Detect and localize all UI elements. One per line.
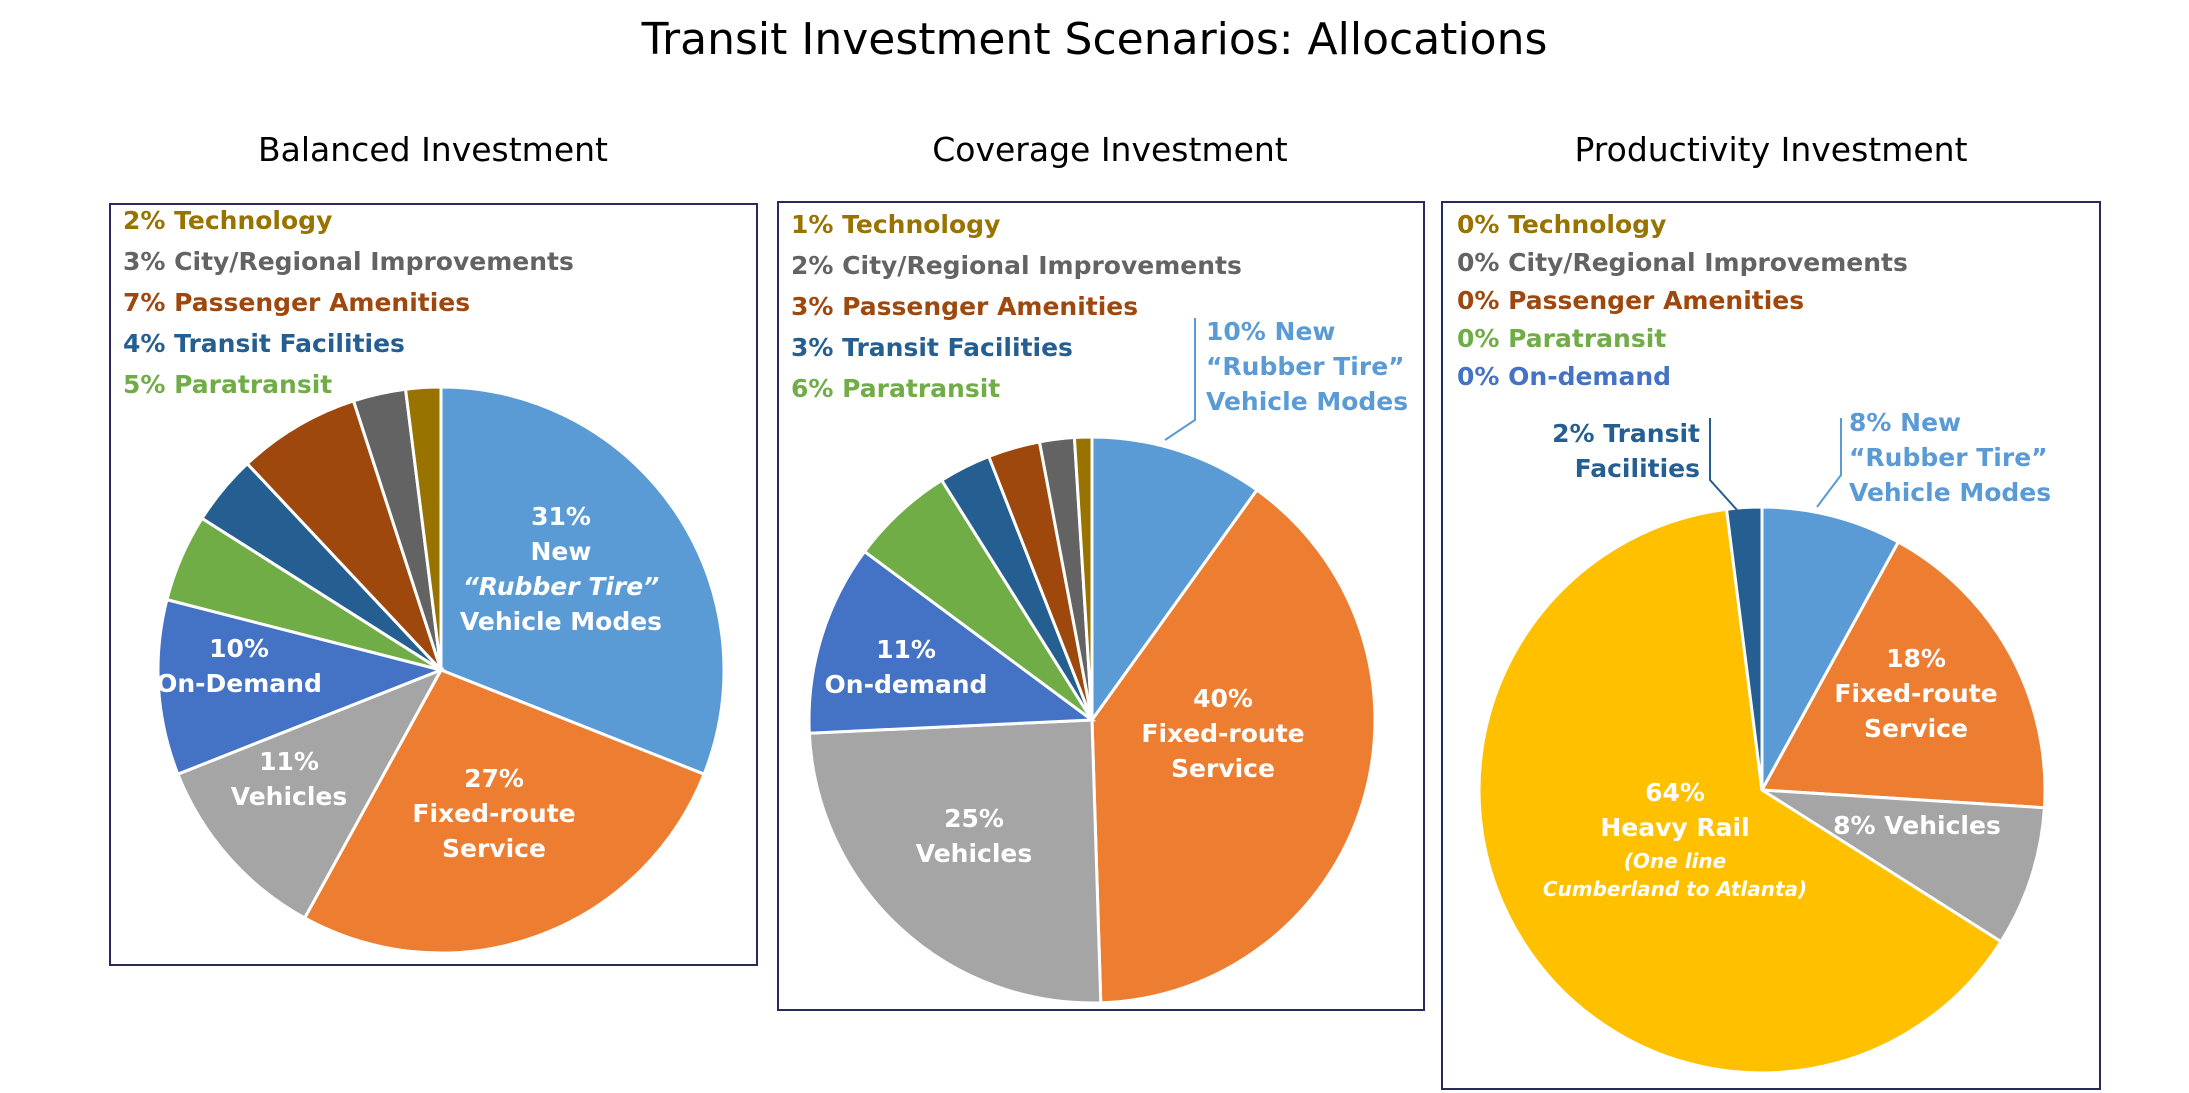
legend-item-2-technology: 2% Technology [123,206,332,235]
legend-item-6-paratransit: 6% Paratransit [791,374,1000,403]
pie-slice-fixed-route-service [1759,539,2047,810]
main-title: Transit Investment Scenarios: Allocation… [641,14,1548,65]
chart-title-coverage: Coverage Investment [932,130,1288,169]
balanced-investment-pie: 31% New “Rubber Tire” Vehicle Modes 27% Fixed… [156,385,726,955]
callout2-leader-line [1709,418,1738,511]
slice-label-new-rubber-tire-vehicle-modes: 31% New “Rubber Tire” Vehicle Modes [460,502,662,636]
slice-label-heavy-rail: 64% Heavy Rail [1600,778,1749,842]
legend-item-1-technology: 1% Technology [791,210,1000,239]
legend-item-0-on-demand: 0% On-demand [1457,362,1671,391]
chart-title-balanced: Balanced Investment [258,130,608,169]
balanced-chart-frame [109,203,758,966]
callout2-label: 2% Transit Facilities [1552,419,1700,483]
legend-item-0-passenger-amenities: 0% Passenger Amenities [1457,286,1804,315]
pie-slice-vehicles [175,667,445,921]
slice-label-vehicles: 11% Vehicles [231,747,348,811]
pie-slice-vehicles [807,718,1103,1005]
pie-slice-on-demand [156,597,446,777]
pie-slice-on-demand [807,549,1097,735]
pie-slice-passenger-amenities [245,398,443,672]
legend-item-5-paratransit: 5% Paratransit [123,370,332,399]
slice-label-vehicles: 8% Vehicles [1833,811,2001,840]
legend-item-3-transit-facilities: 3% Transit Facilities [791,333,1073,362]
callout-leader-line [1164,318,1196,441]
pie-slice-transit-facilities [1724,505,1764,791]
callout-leader-line [1816,418,1842,508]
legend-item-0-paratransit: 0% Paratransit [1457,324,1666,353]
pie-slice-technology [403,385,443,671]
pie-slice-vehicles [1761,788,2047,944]
coverage-investment-pie: 40% Fixed-route Service 25% Vehicles 11% On-de… [807,435,1377,1005]
productivity-chart-frame [1441,201,2101,1090]
legend-item-7-passenger-amenities: 7% Passenger Amenities [123,288,470,317]
pie-slice-new-rubber-tire-vehicle-modes [1090,435,1260,725]
callout-label: 10% New “Rubber Tire” Vehicle Modes [1206,317,1408,416]
pie-slice-new-rubber-tire-vehicle-modes [1760,505,1901,791]
slice-label-fixed-route-service: 40% Fixed-route Service [1141,684,1304,783]
slice-label-on-demand: 11% On-demand [825,635,988,699]
chart-title-productivity: Productivity Investment [1574,130,1968,169]
pie-slice-fixed-route-service [302,668,707,955]
slice-label-vehicles: 25% Vehicles [916,804,1033,868]
productivity-investment-pie: 18% Fixed-route Service 8% Vehicles 64% Heavy… [1477,505,2047,1075]
callout-label: 8% New “Rubber Tire” Vehicle Modes [1849,408,2051,507]
legend-item-3-passenger-amenities: 3% Passenger Amenities [791,292,1138,321]
pie-slice-fixed-route-service [1090,487,1377,1005]
slice-sublabel-heavy-rail: (One line Cumberland to Atlanta) [1543,849,1807,901]
pie-slice-heavy-rail [1477,507,2004,1075]
pie-slice-new-rubber-tire-vehicle-modes [439,385,726,777]
legend-item-0-city-regional-improvements: 0% City/Regional Improvements [1457,248,1908,277]
legend-item-2-city-regional-improvements: 2% City/Regional Improvements [791,251,1242,280]
slice-label-fixed-route-service: 27% Fixed-route Service [412,764,575,863]
legend-item-3-city-regional-improvements: 3% City/Regional Improvements [123,247,574,276]
coverage-chart-frame [777,201,1425,1011]
slice-label-fixed-route-service: 18% Fixed-route Service [1834,644,1997,743]
pie-slice-technology [1072,435,1094,721]
slice-label-on-demand: 10% On-Demand [156,634,322,698]
legend-item-0-technology: 0% Technology [1457,210,1666,239]
legend-item-4-transit-facilities: 4% Transit Facilities [123,329,405,358]
